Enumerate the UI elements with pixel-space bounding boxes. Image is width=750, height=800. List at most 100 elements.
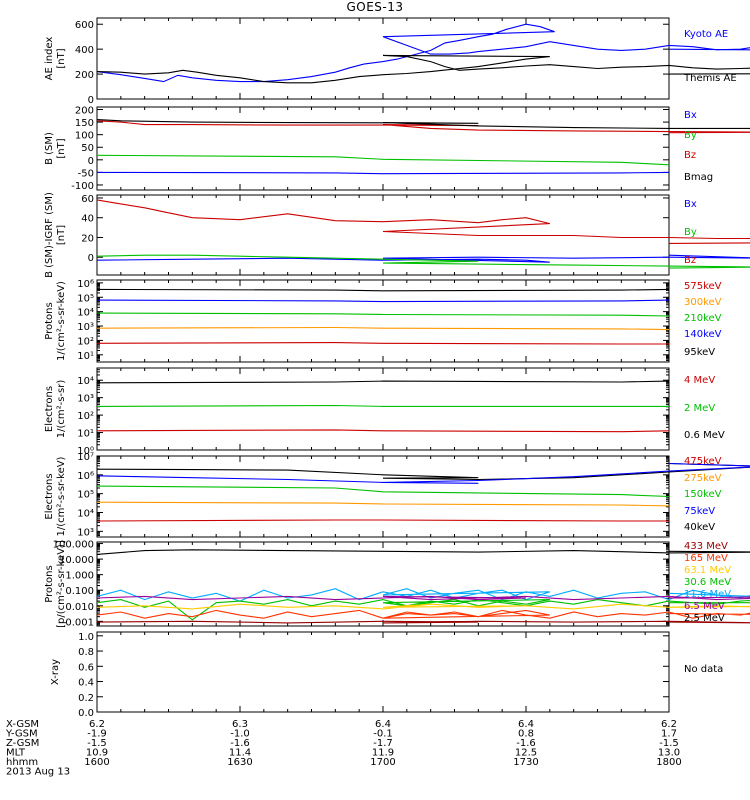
- legend-entry: Bz: [684, 255, 696, 266]
- y-tick-label: 10⁵: [77, 490, 94, 501]
- series-line-protons_hi-2.5-MeV: [96, 549, 750, 555]
- x-axis-value: 1730: [513, 757, 538, 768]
- x-axis-value: 6.2: [661, 719, 677, 730]
- series-line-protons_hi-63.1-MeV: [96, 603, 750, 610]
- series-line-bsm-By: [96, 154, 670, 166]
- series-line-electrons_mev-4-MeV: [96, 429, 670, 433]
- legend-entry: 40keV: [684, 522, 715, 533]
- x-axis-row-label: MLT: [6, 748, 26, 759]
- series-line-bsm-Bz: [96, 120, 750, 134]
- x-axis-value: 1600: [84, 757, 109, 768]
- y-tick-label: 0: [88, 95, 94, 106]
- y-tick-label: 0.010: [65, 602, 94, 613]
- y-tick-label: 20: [81, 233, 94, 244]
- x-axis-value: 11.9: [372, 748, 394, 759]
- y-tick-label: -100: [71, 181, 94, 192]
- x-axis-row-label: Y-GSM: [5, 729, 38, 740]
- y-tick-label: 150: [75, 118, 94, 129]
- panel-frame-electrons_mev: [96, 367, 670, 451]
- x-axis-value: 6.2: [89, 719, 105, 730]
- y-tick-label: 600: [75, 20, 94, 31]
- legend-entry: 11.6 MeV: [684, 589, 731, 600]
- y-tick-label: 1.0: [78, 632, 94, 643]
- legend-entry: 275keV: [684, 473, 722, 484]
- y-tick-label: 10³: [77, 394, 94, 405]
- series-line-protons_mev-95keV: [96, 288, 670, 292]
- series-line-ae-Kyoto-AE: [96, 23, 750, 83]
- y-tick-label: 10²: [77, 411, 94, 422]
- y-tick-label: 200: [75, 70, 94, 81]
- x-axis-value: 12.5: [515, 748, 537, 759]
- y-tick-label: 10⁰: [77, 446, 94, 457]
- legend-entry: 63.1 MeV: [684, 565, 731, 576]
- y-tick-label: 0.8: [78, 647, 94, 658]
- y-tick-label: 400: [75, 45, 94, 56]
- x-axis-value: -0.1: [373, 729, 393, 740]
- y-tick-label: 40: [81, 214, 94, 225]
- y-tick-label: 1.000: [65, 571, 94, 582]
- x-axis-value: -1.9: [87, 729, 107, 740]
- x-axis-value: -1.6: [230, 738, 250, 749]
- series-line-protons_mev-575keV: [96, 342, 669, 345]
- y-axis-label: 1/(cm²-s-sr-keV): [56, 281, 67, 361]
- x-axis-value: -1.0: [230, 729, 250, 740]
- x-axis-value: 6.3: [232, 719, 248, 730]
- y-tick-label: 10⁴: [77, 509, 94, 520]
- legend-entry: 165 MeV: [684, 553, 728, 564]
- y-tick-label: 10⁴: [77, 376, 94, 387]
- legend-entry: Bx: [684, 199, 697, 210]
- y-tick-label: 200: [75, 106, 94, 117]
- legend-entry: 475keV: [684, 456, 722, 467]
- y-tick-label: 10¹: [77, 429, 94, 440]
- x-axis-value: 6.4: [375, 719, 391, 730]
- x-axis-value: -1.7: [373, 738, 393, 749]
- series-line-protons_mev-210keV: [96, 312, 670, 317]
- y-axis-label: X-ray: [50, 659, 61, 685]
- date-label: 2013 Aug 13: [6, 767, 70, 778]
- series-line-bigrf-Bz: [96, 199, 750, 244]
- series-line-electrons_kev-275keV: [96, 501, 670, 507]
- y-tick-label: 10⁷: [77, 452, 94, 463]
- x-axis-row-label: Z-GSM: [6, 738, 39, 749]
- y-tick-label: 0.2: [78, 693, 94, 704]
- y-axis-label: Electrons: [44, 386, 55, 432]
- y-tick-label: 10¹: [77, 351, 94, 362]
- x-axis-value: 1.7: [661, 729, 677, 740]
- legend-entry: No data: [684, 664, 723, 675]
- x-axis-value: 6.4: [518, 719, 534, 730]
- y-tick-label: 100: [75, 131, 94, 142]
- x-axis-value: 13.0: [658, 748, 680, 759]
- x-axis-value: 1630: [227, 757, 252, 768]
- y-tick-label: 0.100: [65, 586, 94, 597]
- legend-entry: 140keV: [684, 329, 722, 340]
- series-line-electrons_kev-40keV: [96, 462, 750, 481]
- legend-entry: 150keV: [684, 489, 722, 500]
- series-line-protons_mev-140keV: [96, 299, 670, 303]
- series-line-electrons_kev-75keV: [96, 462, 750, 484]
- y-axis-label: AE index: [44, 37, 55, 81]
- series-line-bsm-Bx: [96, 171, 670, 175]
- series-line-electrons_mev-0.6-MeV: [96, 380, 670, 384]
- series-line-bigrf-Bx: [96, 254, 750, 263]
- y-tick-label: 10.000: [59, 555, 94, 566]
- legend-entry: Bz: [684, 150, 696, 161]
- x-axis-row-label: X-GSM: [6, 719, 39, 730]
- legend-entry: Bx: [684, 110, 697, 121]
- y-tick-label: 0: [88, 253, 94, 264]
- y-axis-label: B (SM): [44, 132, 55, 165]
- y-tick-label: 10⁶: [77, 279, 94, 290]
- series-line-electrons_kev-150keV: [96, 485, 670, 498]
- series-line-bsm-Bmag: [96, 119, 750, 129]
- y-tick-label: 0.001: [65, 617, 94, 628]
- legend-entry: Bmag: [684, 172, 713, 183]
- x-axis-value: 1700: [370, 757, 395, 768]
- series-line-protons_hi-165-MeV: [96, 609, 750, 619]
- y-axis-label: Protons: [44, 302, 55, 339]
- legend-entry: 300keV: [684, 297, 722, 308]
- x-axis-value: 11.4: [229, 748, 251, 759]
- panel-frame-protons_mev: [96, 279, 670, 363]
- y-axis-label: Protons: [44, 565, 55, 602]
- y-tick-label: 0.4: [78, 678, 94, 689]
- y-tick-label: 0: [88, 156, 94, 167]
